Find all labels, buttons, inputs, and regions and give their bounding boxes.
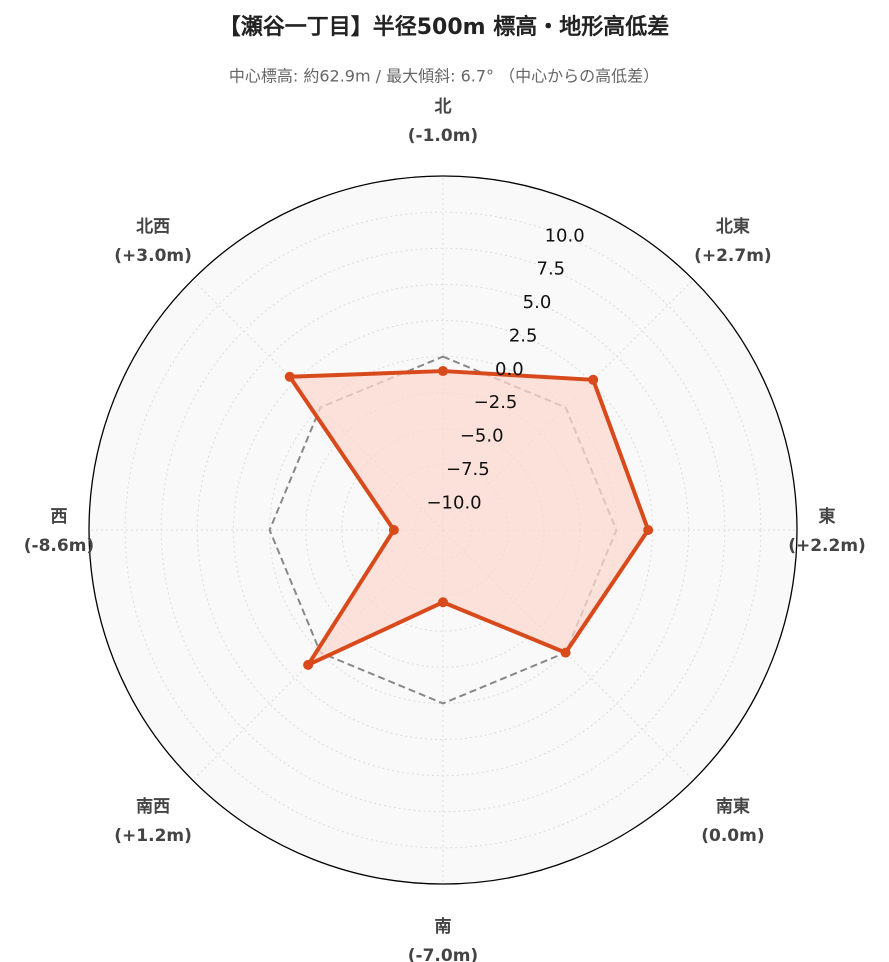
category-name: 北西 bbox=[136, 217, 170, 237]
data-point bbox=[560, 647, 571, 658]
category-name: 東 bbox=[819, 506, 836, 527]
category-label: 西 (-8.6m) bbox=[24, 507, 94, 556]
data-point bbox=[438, 366, 448, 377]
category-name: 南 bbox=[435, 916, 452, 937]
category-name: 北東 bbox=[716, 216, 750, 237]
chart-title: 【瀬谷一丁目】半径500m 標高・地形高低差 bbox=[219, 14, 670, 40]
category-value-label: (0.0m) bbox=[701, 826, 764, 846]
plot-frame bbox=[88, 175, 798, 885]
category-name: 南東 bbox=[716, 796, 750, 817]
category-label: 東 (+2.2m) bbox=[788, 506, 866, 556]
category-name: 西 bbox=[51, 507, 68, 527]
data-point bbox=[388, 525, 399, 535]
data-point bbox=[284, 371, 295, 382]
category-value-label: (+3.0m) bbox=[114, 246, 192, 266]
r-tick-label: 5.0 bbox=[523, 292, 552, 313]
category-value-label: (+2.7m) bbox=[694, 246, 772, 266]
grid-circle bbox=[124, 211, 762, 849]
category-label: 北西 (+3.0m) bbox=[114, 217, 192, 266]
r-tick-label: 2.5 bbox=[509, 325, 538, 346]
category-label: 北 (-1.0m) bbox=[408, 97, 478, 146]
data-point bbox=[588, 374, 599, 385]
data-point bbox=[643, 525, 654, 535]
r-tick-label: 0.0 bbox=[495, 359, 524, 380]
data-point bbox=[303, 659, 314, 670]
chart-subtitle: 中心標高: 約62.9m / 最大傾斜: 6.7° （中心からの高低差） bbox=[229, 67, 659, 86]
r-tick-label: 10.0 bbox=[545, 225, 585, 246]
data-point bbox=[438, 597, 448, 608]
r-tick-label: −10.0 bbox=[426, 492, 481, 513]
category-label: 南西 (+1.2m) bbox=[114, 796, 192, 846]
category-value-label: (-7.0m) bbox=[408, 946, 478, 962]
category-value-label: (-8.6m) bbox=[24, 536, 94, 556]
r-tick-label: −5.0 bbox=[460, 426, 504, 447]
r-tick-label: −7.5 bbox=[446, 459, 490, 480]
r-tick-label: −2.5 bbox=[474, 392, 518, 413]
category-value-label: (+2.2m) bbox=[788, 536, 866, 556]
category-value-label: (+1.2m) bbox=[114, 826, 192, 846]
category-label: 南東 (0.0m) bbox=[701, 796, 764, 846]
category-value-label: (-1.0m) bbox=[408, 126, 478, 146]
r-tick-label: 7.5 bbox=[537, 259, 566, 280]
category-name: 北 bbox=[435, 97, 452, 117]
category-label: 南 (-7.0m) bbox=[408, 916, 478, 962]
category-name: 南西 bbox=[136, 796, 170, 817]
category-label: 北東 (+2.7m) bbox=[694, 216, 772, 266]
